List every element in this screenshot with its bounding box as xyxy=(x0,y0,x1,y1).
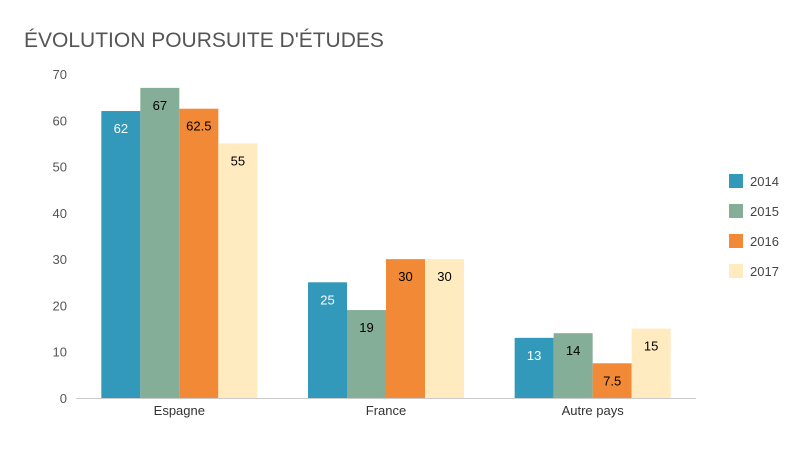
x-tick-label: Espagne xyxy=(154,403,205,418)
data-label: 62 xyxy=(114,121,128,136)
bar xyxy=(308,282,347,398)
bar xyxy=(514,337,554,398)
bar xyxy=(425,259,464,398)
data-label: 67 xyxy=(153,98,167,113)
data-label: 19 xyxy=(359,320,373,335)
data-label: 62.5 xyxy=(186,119,211,134)
y-tick-label: 60 xyxy=(53,113,67,128)
bar xyxy=(140,87,180,398)
chart-title: ÉVOLUTION POURSUITE D'ÉTUDES xyxy=(24,29,384,52)
legend-swatch xyxy=(729,204,743,218)
bar xyxy=(386,259,425,398)
bar xyxy=(101,111,141,399)
legend-swatch xyxy=(729,234,743,248)
y-axis: 0 10 20 30 40 50 60 70 xyxy=(53,67,67,406)
data-label: 13 xyxy=(527,348,541,363)
bar xyxy=(218,143,258,398)
y-tick-label: 0 xyxy=(60,391,67,406)
data-label: 30 xyxy=(398,269,412,284)
y-tick-label: 40 xyxy=(53,206,67,221)
legend-swatch xyxy=(729,174,743,188)
data-label: 7.5 xyxy=(603,373,621,388)
data-label: 30 xyxy=(437,269,451,284)
legend-label: 2015 xyxy=(750,204,779,219)
legend-swatch xyxy=(729,264,743,278)
data-label: 14 xyxy=(566,343,580,358)
legend-label: 2016 xyxy=(750,234,779,249)
data-label: 55 xyxy=(231,153,245,168)
bar xyxy=(347,310,386,398)
bar xyxy=(553,333,593,398)
legend-label: 2014 xyxy=(750,174,779,189)
y-tick-label: 30 xyxy=(53,252,67,267)
x-tick-label: France xyxy=(366,403,406,418)
legend: 2014 2015 2016 2017 xyxy=(729,174,779,279)
y-tick-label: 10 xyxy=(53,345,67,360)
data-label: 15 xyxy=(644,339,658,354)
bar xyxy=(179,108,219,398)
x-tick-label: Autre pays xyxy=(562,403,625,418)
legend-label: 2017 xyxy=(750,264,779,279)
bar xyxy=(631,328,671,398)
bar xyxy=(592,363,632,398)
y-tick-label: 20 xyxy=(53,298,67,313)
x-axis: Espagne France Autre pays xyxy=(76,398,696,418)
bars: 62 67 62.5 55 25 19 30 30 13 14 7.5 15 xyxy=(101,87,671,399)
y-tick-label: 50 xyxy=(53,160,67,175)
y-tick-label: 70 xyxy=(53,67,67,82)
data-label: 25 xyxy=(320,292,334,307)
